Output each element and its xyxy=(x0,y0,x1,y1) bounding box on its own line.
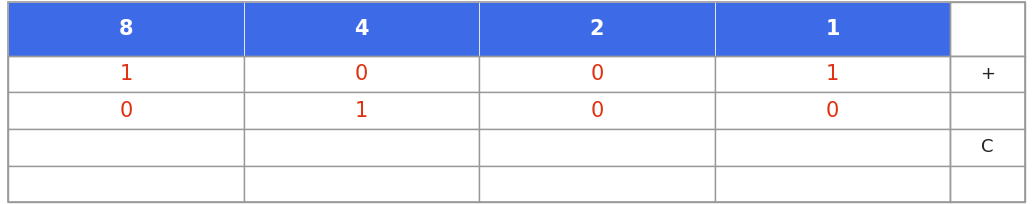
Bar xyxy=(479,92,715,129)
Bar xyxy=(8,56,244,92)
Bar xyxy=(244,92,479,129)
Bar xyxy=(715,166,950,202)
Bar xyxy=(479,2,715,56)
Text: 0: 0 xyxy=(355,64,368,84)
Bar xyxy=(715,2,950,56)
Text: 4: 4 xyxy=(354,19,369,39)
Text: 1: 1 xyxy=(355,101,368,121)
Bar xyxy=(8,92,244,129)
Bar xyxy=(479,56,715,92)
Bar xyxy=(715,92,950,129)
Text: 0: 0 xyxy=(591,64,603,84)
Bar xyxy=(950,129,1025,166)
Bar xyxy=(244,2,479,56)
Bar xyxy=(950,92,1025,129)
Text: 1: 1 xyxy=(120,64,132,84)
Bar xyxy=(8,2,244,56)
Text: 1: 1 xyxy=(825,19,840,39)
Bar xyxy=(950,166,1025,202)
Text: 0: 0 xyxy=(591,101,603,121)
Bar xyxy=(715,129,950,166)
Bar xyxy=(8,129,244,166)
Bar xyxy=(950,56,1025,92)
Text: 0: 0 xyxy=(120,101,132,121)
Bar xyxy=(479,129,715,166)
Text: 0: 0 xyxy=(826,101,839,121)
Text: 8: 8 xyxy=(119,19,133,39)
Text: C: C xyxy=(981,139,994,156)
Bar xyxy=(244,166,479,202)
Text: +: + xyxy=(980,65,995,83)
Bar xyxy=(244,129,479,166)
Bar xyxy=(479,166,715,202)
Bar xyxy=(8,166,244,202)
Bar xyxy=(950,2,1025,56)
Bar xyxy=(244,56,479,92)
Text: 1: 1 xyxy=(826,64,839,84)
Bar xyxy=(715,56,950,92)
Text: 2: 2 xyxy=(590,19,604,39)
